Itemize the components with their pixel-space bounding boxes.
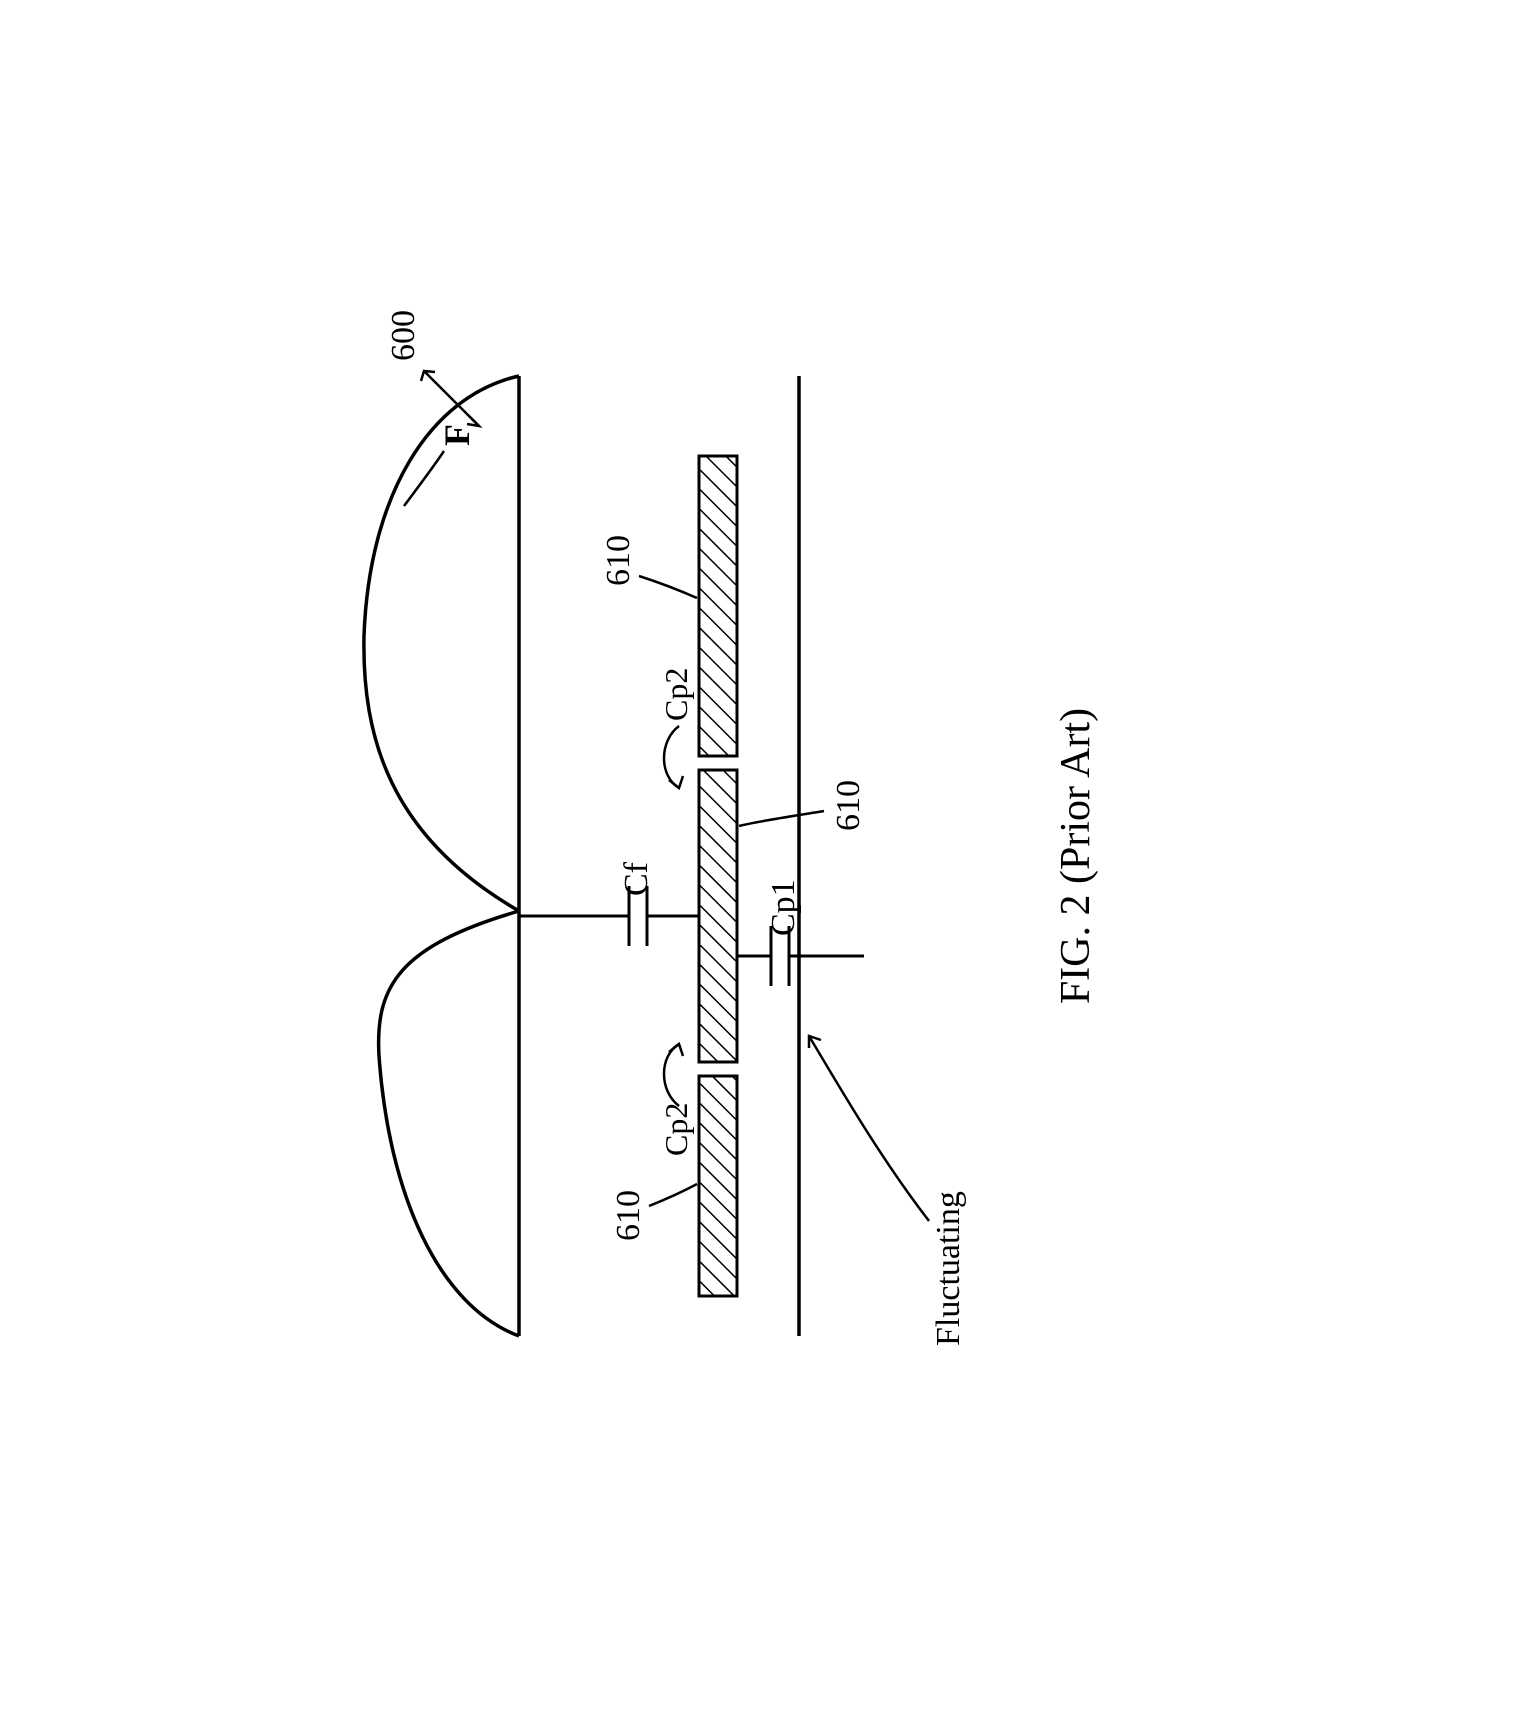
cf-capacitor bbox=[519, 886, 699, 946]
label-600: 600 bbox=[385, 310, 422, 361]
cp2-right-arc bbox=[664, 726, 683, 788]
diagram-svg: 600 F 610 610 610 Cf Cp1 Cp2 Cp2 Fluctua… bbox=[319, 256, 1219, 1456]
label-610-left: 610 bbox=[610, 1190, 647, 1241]
leader-610-right bbox=[639, 576, 697, 598]
figure-caption: FIG. 2 (Prior Art) bbox=[1053, 707, 1099, 1003]
electrode-left bbox=[699, 1076, 737, 1296]
label-Cf: Cf bbox=[618, 861, 655, 896]
leader-610-mid bbox=[739, 811, 824, 826]
label-610-right: 610 bbox=[600, 535, 637, 586]
cp2-left-arc bbox=[664, 1044, 683, 1106]
label-fluctuating: Fluctuating bbox=[930, 1191, 967, 1346]
diagram-stage: 600 F 610 610 610 Cf Cp1 Cp2 Cp2 Fluctua… bbox=[319, 256, 1219, 1456]
electrodes bbox=[699, 456, 737, 1296]
electrode-mid bbox=[699, 770, 737, 1062]
label-610-mid: 610 bbox=[830, 780, 867, 831]
fluctuating-arrow-group bbox=[809, 1036, 929, 1221]
label-Cp2-right: Cp2 bbox=[658, 667, 694, 720]
label-Cp1: Cp1 bbox=[765, 879, 802, 936]
leader-610-left bbox=[649, 1184, 697, 1206]
label-F: F bbox=[437, 424, 477, 446]
label-Cp2-left: Cp2 bbox=[658, 1102, 694, 1155]
finger-outline-left bbox=[379, 911, 519, 1336]
electrode-right bbox=[699, 456, 737, 756]
